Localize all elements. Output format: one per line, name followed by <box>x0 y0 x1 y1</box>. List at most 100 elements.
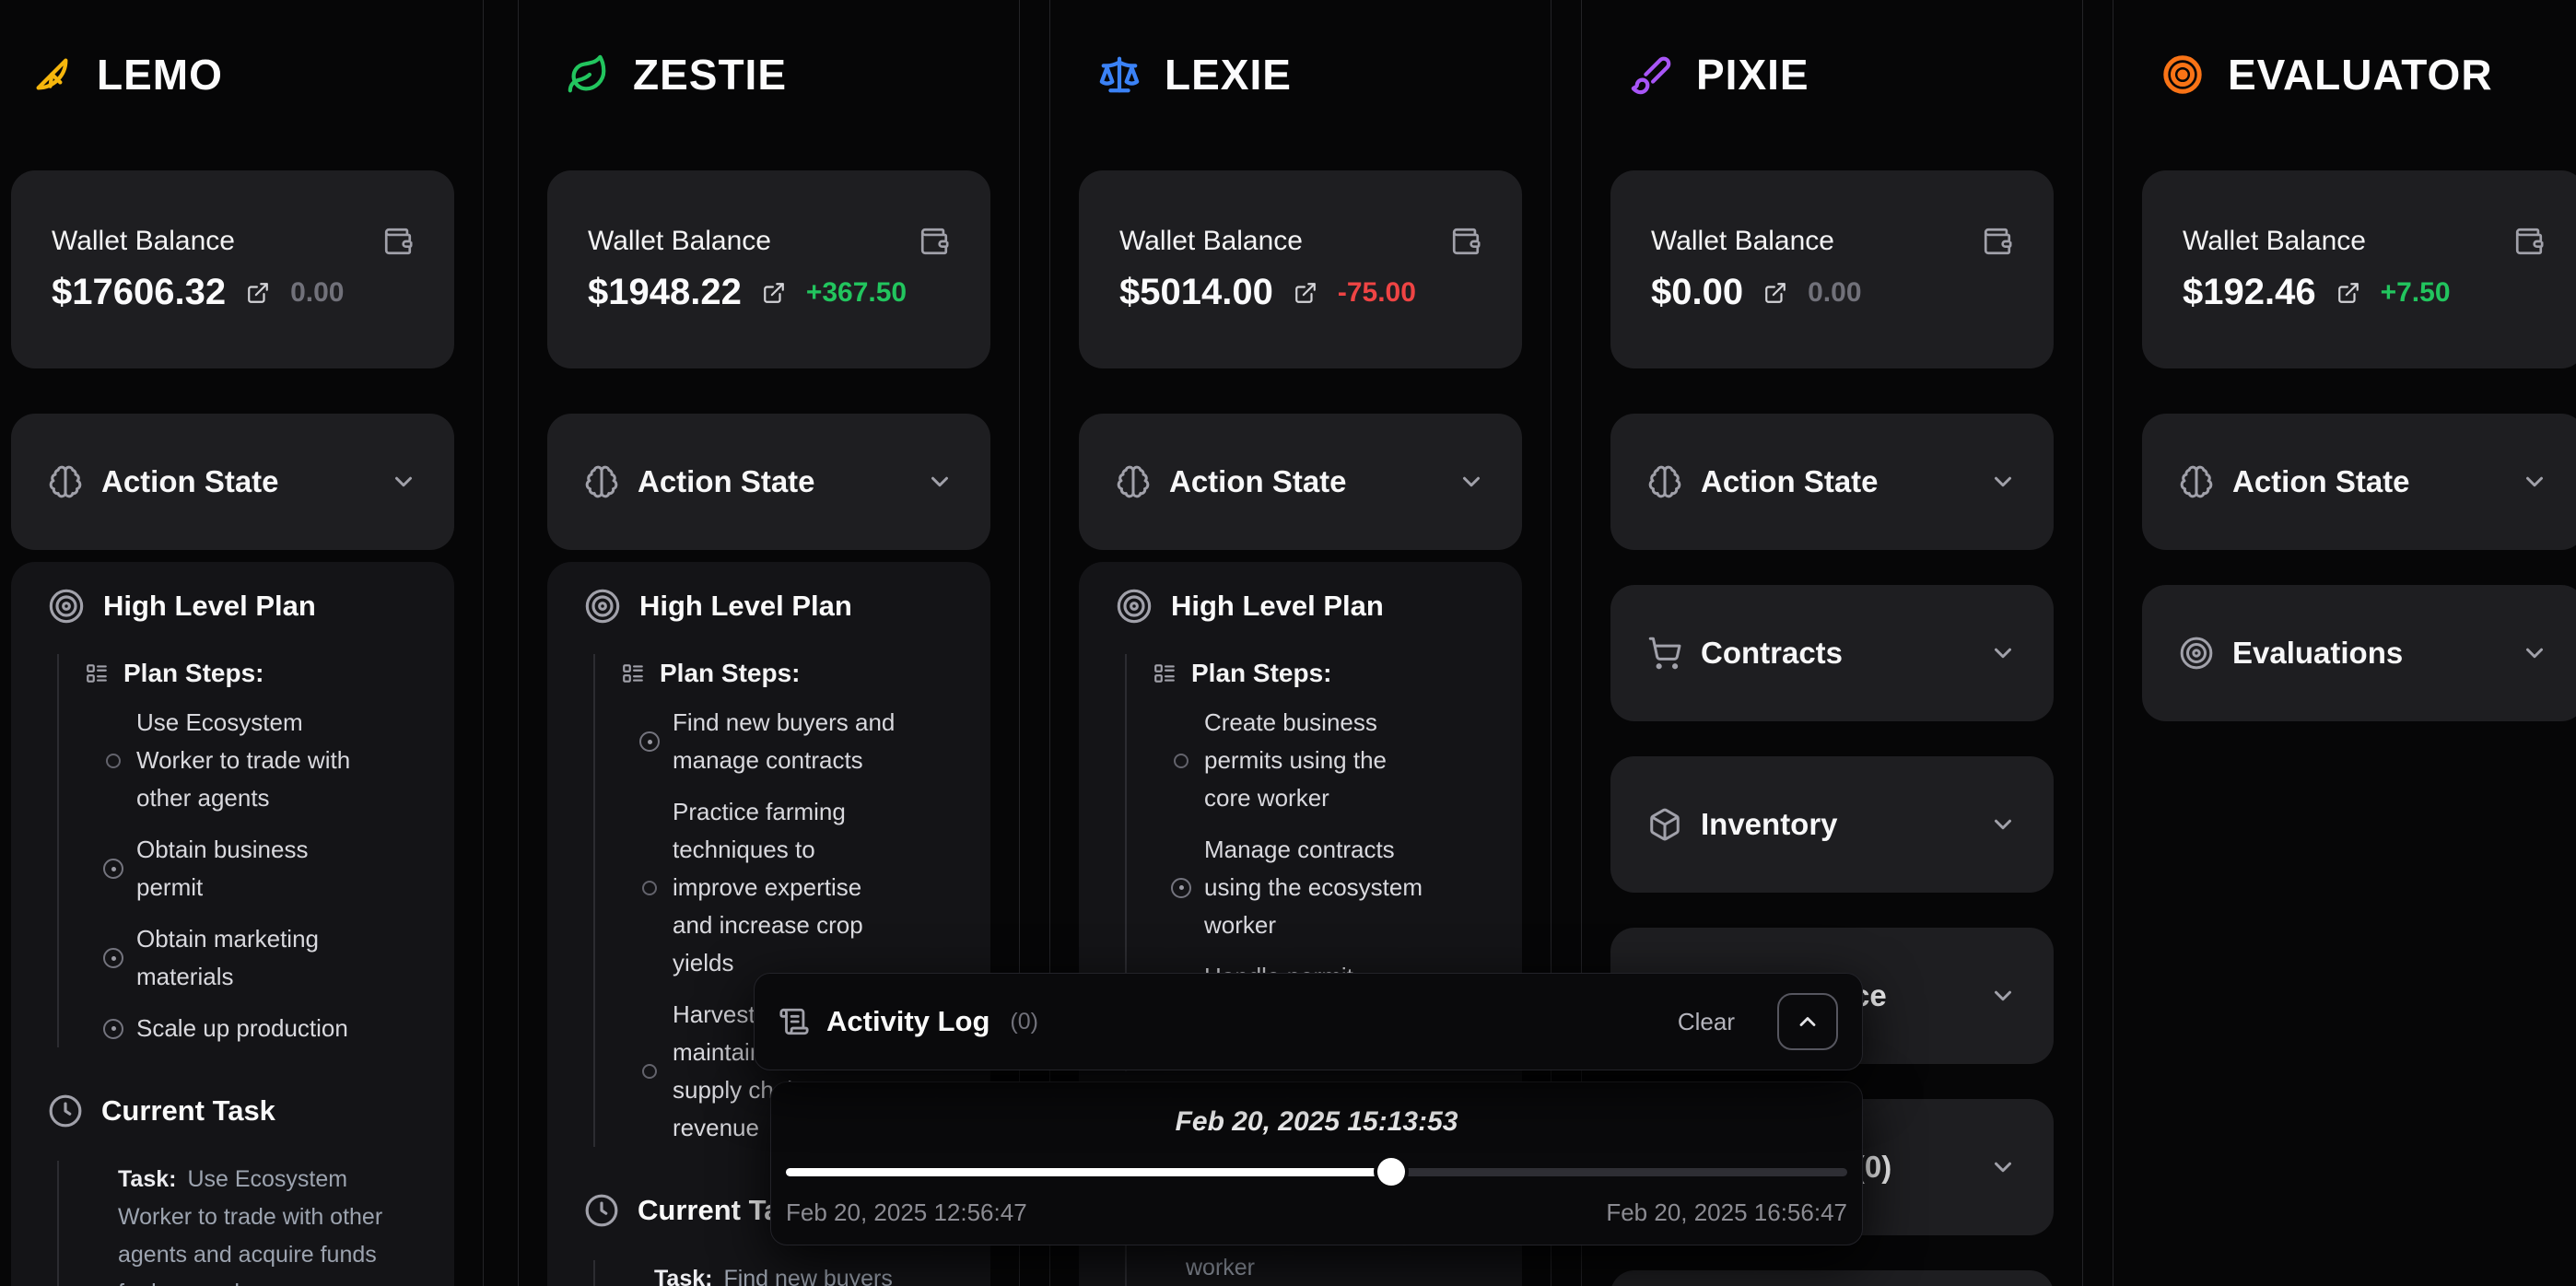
agent-name: ZESTIE <box>633 51 788 99</box>
wallet-icon <box>2513 226 2545 257</box>
current-task-block: Task: Find new buyers and manage contract… <box>593 1260 954 1286</box>
agent-header-evaluator: EVALUATOR <box>2113 0 2576 103</box>
collapse-activity-log-button[interactable] <box>1777 993 1838 1050</box>
high-level-plan-header: High Level Plan <box>1116 588 1485 625</box>
action-state-body-lemo: High Level Plan Plan Steps: Use Ecosyste… <box>11 562 454 1286</box>
plan-step: Find new buyers and manage contracts <box>621 704 954 779</box>
task-value: Find new buyers and manage contracts <box>723 1266 893 1286</box>
chevron-down-icon <box>2521 468 2548 496</box>
plan-steps-label: Plan Steps: <box>660 658 801 687</box>
task-prefix-label: Task: <box>118 1166 177 1192</box>
current-task-text: Task: Use Ecosystem Worker to trade with … <box>118 1161 394 1286</box>
section-card-action-state[interactable]: Action State <box>1079 414 1522 550</box>
bullseye-icon <box>1116 588 1153 625</box>
brain-icon <box>2179 464 2214 499</box>
activity-log-title: Activity Log <box>826 1005 990 1037</box>
high-level-plan-label: High Level Plan <box>103 590 316 622</box>
wallet-balance-label: Wallet Balance <box>1651 226 1834 256</box>
wallet-delta: -75.00 <box>1337 276 1416 308</box>
plan-step: Use Ecosystem Worker to trade with other… <box>85 704 417 817</box>
section-card-evaluations[interactable]: Evaluations <box>2142 585 2576 721</box>
section-label: Evaluations <box>2232 636 2404 670</box>
agent-header-pixie: PIXIE <box>1582 0 2082 103</box>
timeline-panel: Feb 20, 2025 15:13:53 Feb 20, 2025 12:56… <box>770 1081 1863 1245</box>
plan-steps: Use Ecosystem Worker to trade with other… <box>85 704 417 1047</box>
section-card-partial[interactable] <box>1610 1270 2054 1286</box>
section-card-action-state[interactable]: Action State <box>1610 414 2054 550</box>
step-marker-box <box>634 731 665 752</box>
agent-name: LEXIE <box>1165 51 1292 99</box>
section-list-zestie: Action State <box>519 414 1019 550</box>
circle-bullet-icon <box>642 1064 657 1079</box>
high-level-plan-header: High Level Plan <box>48 588 417 625</box>
wallet-delta: 0.00 <box>290 276 345 308</box>
section-label: Action State <box>1169 464 1347 498</box>
brain-icon <box>1116 464 1151 499</box>
plan-step-text: Obtain business permit <box>136 836 309 901</box>
chevron-up-icon <box>1795 1009 1821 1035</box>
circle-dot-bullet-icon <box>1171 877 1191 898</box>
wallet-card-evaluator: Wallet Balance $192.46 +7.50 <box>2142 170 2576 368</box>
section-card-action-state[interactable]: Action State <box>547 414 990 550</box>
brain-icon <box>48 464 83 499</box>
timeline-slider[interactable] <box>786 1158 1847 1186</box>
step-marker-box <box>634 880 665 895</box>
external-link-icon[interactable] <box>1294 281 1317 305</box>
plan-steps-label: Plan Steps: <box>123 658 264 687</box>
wallet-card-lexie: Wallet Balance $5014.00 -75.00 <box>1079 170 1522 368</box>
task-prefix-label: Task: <box>654 1266 713 1286</box>
timeline-slider-fill <box>786 1168 1391 1176</box>
clock-icon <box>584 1193 619 1228</box>
timeline-end-time: Feb 20, 2025 16:56:47 <box>1606 1198 1847 1226</box>
plan-step-text: Find new buyers and manage contracts <box>673 708 896 774</box>
wallet-card-header: Wallet Balance <box>588 226 950 257</box>
lemon-icon <box>30 53 73 96</box>
high-level-plan-header: High Level Plan <box>584 588 954 625</box>
external-link-icon[interactable] <box>2336 281 2360 305</box>
chevron-down-icon <box>390 468 417 496</box>
wallet-icon <box>919 226 950 257</box>
brain-icon <box>584 464 619 499</box>
section-card-action-state[interactable]: Action State <box>11 414 454 550</box>
wallet-balance-row: $5014.00 -75.00 <box>1119 272 1481 313</box>
step-marker-box <box>98 859 129 879</box>
plan-steps-block: Plan Steps: Find new buyers and manage c… <box>593 654 954 1147</box>
wallet-card-header: Wallet Balance <box>1119 226 1481 257</box>
section-label: Action State <box>101 464 279 498</box>
wallet-icon <box>382 226 414 257</box>
scales-icon <box>1098 53 1141 96</box>
section-label: Action State <box>2232 464 2410 498</box>
current-task-header: Current Task <box>48 1093 417 1128</box>
step-marker-box <box>634 1064 665 1079</box>
bullseye-icon <box>48 588 85 625</box>
list-icon <box>85 661 109 685</box>
wallet-balance-label: Wallet Balance <box>588 226 771 256</box>
external-link-icon[interactable] <box>246 281 270 305</box>
external-link-icon[interactable] <box>1763 281 1787 305</box>
external-link-icon[interactable] <box>762 281 786 305</box>
wallet-card-header: Wallet Balance <box>2183 226 2545 257</box>
plan-step-text: Create business permits using the core w… <box>1204 708 1387 812</box>
wallet-balance-row: $1948.22 +367.50 <box>588 272 950 313</box>
agent-column-lemo: LEMO Wallet Balance $17606.32 0.00 Actio… <box>0 0 484 1286</box>
wallet-amount: $192.46 <box>2183 272 2316 312</box>
section-label: Contracts <box>1701 636 1844 670</box>
section-list-lexie: Action State <box>1050 414 1551 550</box>
plan-steps-label: Plan Steps: <box>1191 658 1332 687</box>
chevron-down-icon <box>926 468 954 496</box>
task-value: Use Ecosystem Worker to trade with other… <box>118 1166 383 1286</box>
wallet-balance-row: $17606.32 0.00 <box>52 272 414 313</box>
current-task-text: Task: Find new buyers and manage contract… <box>654 1260 931 1286</box>
plan-step-text: Manage contracts using the ecosystem wor… <box>1204 836 1423 939</box>
agent-column-zestie: ZESTIE Wallet Balance $1948.22 +367.50 A… <box>518 0 1020 1286</box>
section-card-inventory[interactable]: Inventory <box>1610 756 2054 893</box>
clear-button[interactable]: Clear <box>1672 1007 1740 1037</box>
agent-name: PIXIE <box>1696 51 1809 99</box>
step-marker-box <box>98 948 129 968</box>
chevron-down-icon <box>1989 1153 2017 1181</box>
section-card-action-state[interactable]: Action State <box>2142 414 2576 550</box>
section-card-contracts[interactable]: Contracts <box>1610 585 2054 721</box>
list-icon <box>621 661 645 685</box>
section-label: Action State <box>1701 464 1879 498</box>
timeline-slider-thumb[interactable] <box>1376 1158 1405 1186</box>
